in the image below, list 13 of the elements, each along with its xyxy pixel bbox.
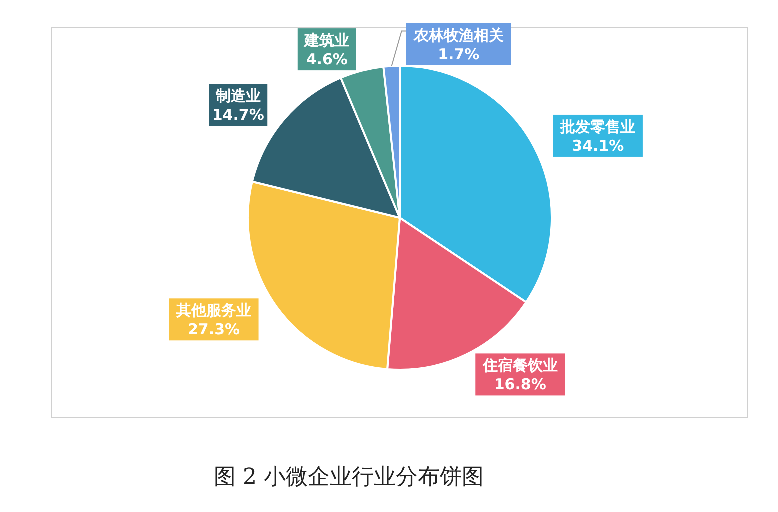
data-label: 16.8%: [494, 376, 546, 394]
slice-label: 农林牧渔相关: [412, 26, 504, 44]
data-label: 1.7%: [438, 45, 480, 64]
slice-label: 住宿餐饮业: [482, 356, 558, 375]
slice-label: 制造业: [214, 87, 261, 106]
data-label: 27.3%: [188, 320, 240, 339]
slice-label: 建筑业: [304, 32, 350, 50]
slice-label: 批发零售业: [560, 118, 636, 136]
data-label: 34.1%: [572, 136, 624, 155]
slice-label: 其他服务业: [176, 302, 252, 320]
text: 图 2 小微企业行业分布饼图: [214, 465, 484, 490]
data-label: 14.7%: [212, 106, 264, 124]
data-label: 4.6%: [306, 50, 348, 69]
